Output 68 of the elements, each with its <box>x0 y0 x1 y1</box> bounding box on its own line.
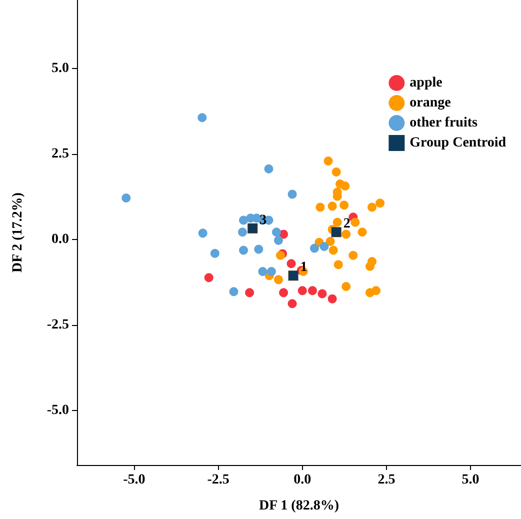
point <box>210 248 220 258</box>
x-tick-label: -2.5 <box>207 472 230 488</box>
point <box>318 289 327 298</box>
point <box>279 288 288 298</box>
point <box>245 288 254 298</box>
legend-label: apple <box>410 76 442 90</box>
point <box>274 236 283 245</box>
point <box>340 200 349 210</box>
x-tick-label: 5.0 <box>462 472 480 488</box>
point <box>376 198 385 208</box>
point <box>286 259 296 268</box>
y-tick-label: -5.0 <box>46 402 69 418</box>
point <box>308 286 317 296</box>
legend-label: orange <box>410 96 451 110</box>
point <box>274 275 283 284</box>
point <box>331 227 342 238</box>
y-tick-label: 2.5 <box>52 146 69 162</box>
point <box>332 167 341 176</box>
point <box>248 223 258 234</box>
x-tick-label: 0.0 <box>294 472 312 488</box>
point <box>276 250 285 260</box>
point <box>229 287 238 296</box>
legend-label: Group Centroid <box>410 136 506 150</box>
point <box>266 266 276 276</box>
annotation: 3 <box>260 212 267 228</box>
y-tick-label: -2.5 <box>46 317 69 332</box>
point <box>365 262 374 271</box>
point <box>324 156 333 166</box>
point <box>198 113 207 122</box>
point <box>316 202 325 212</box>
point <box>310 244 319 253</box>
point <box>264 164 274 174</box>
point <box>342 282 351 292</box>
point <box>348 250 358 260</box>
point <box>254 244 264 254</box>
point <box>372 286 381 296</box>
point <box>288 299 297 308</box>
point <box>328 294 337 304</box>
point <box>258 266 268 276</box>
legend-label: other fruits <box>410 116 478 130</box>
point <box>239 216 248 225</box>
point <box>239 246 248 255</box>
point <box>288 270 298 281</box>
point <box>342 230 351 239</box>
point <box>198 228 208 238</box>
x-axis-title: DF 1 (82.8%) <box>259 498 340 514</box>
x-tick-label: 2.5 <box>378 472 396 488</box>
point <box>320 242 329 252</box>
point <box>272 228 281 237</box>
y-tick-label: 5.0 <box>52 60 69 76</box>
point <box>328 202 337 211</box>
point <box>238 228 247 237</box>
point <box>298 286 307 296</box>
point <box>288 190 297 199</box>
y-tick-label: 0.0 <box>52 232 69 247</box>
y-axis-title: DF 2 (17.2%) <box>10 192 26 272</box>
point <box>326 236 335 246</box>
point <box>334 260 343 270</box>
point <box>332 218 342 227</box>
point <box>350 218 360 227</box>
point <box>122 193 131 202</box>
annotation: 2 <box>343 216 350 232</box>
point <box>204 273 214 282</box>
x-tick-label: -5.0 <box>123 472 146 488</box>
point <box>368 202 376 212</box>
point <box>358 228 367 237</box>
point <box>340 182 350 190</box>
point <box>328 246 338 255</box>
